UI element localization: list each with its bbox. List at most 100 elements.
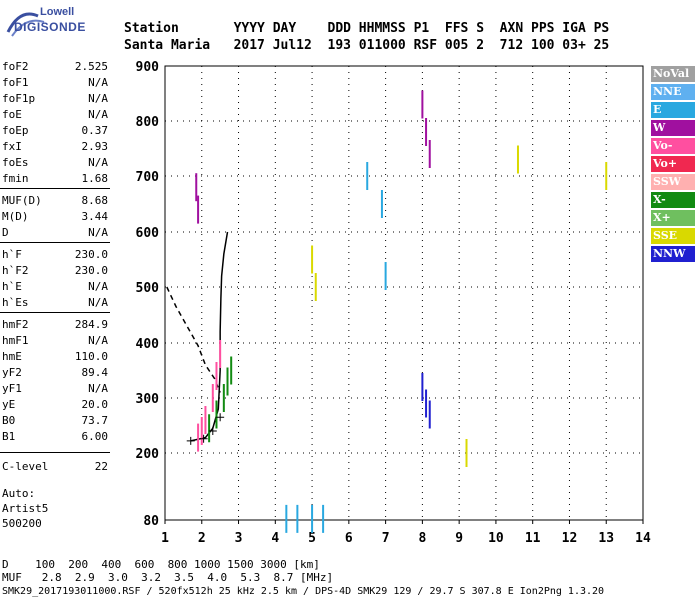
param-value: N/A — [88, 156, 108, 169]
series-dashed_profile — [166, 286, 221, 393]
param-name: foEp — [2, 124, 29, 137]
legend-item: SSE — [651, 228, 695, 244]
data-point-SSE — [605, 162, 608, 190]
param-value: N/A — [88, 334, 108, 347]
legend-item: SSW — [651, 174, 695, 190]
param-name: h`E — [2, 280, 22, 293]
param-name: hmF1 — [2, 334, 29, 347]
param-row: B0 73.7 — [2, 414, 108, 430]
data-point-E — [380, 190, 383, 218]
x-tick-label: 6 — [345, 531, 353, 546]
logo-text-digisonde: DIGISONDE — [14, 20, 86, 34]
param-name: foE — [2, 108, 22, 121]
param-row: hmF2 284.9 — [2, 318, 108, 334]
param-name: yE — [2, 398, 16, 411]
param-value: N/A — [88, 296, 108, 309]
x-tick-label: 4 — [271, 531, 279, 546]
param-name: hmF2 — [2, 318, 29, 331]
param-row: M(D) 3.44 — [2, 210, 108, 226]
param-value: 110.0 — [74, 350, 108, 363]
error-bar-marker — [208, 427, 217, 435]
param-name: foF1 — [2, 76, 29, 89]
data-point-X- — [215, 400, 218, 429]
x-tick-label: 1 — [161, 531, 169, 546]
data-point-Vo- — [215, 362, 218, 390]
param-value: 89.4 — [81, 366, 109, 379]
header-values: Santa Maria 2017 Jul12 193 011000 RSF 00… — [124, 38, 610, 53]
param-value: 2.93 — [81, 140, 109, 153]
y-tick-label: 800 — [136, 115, 160, 130]
data-point-NNW — [425, 389, 428, 418]
param-name: h`F2 — [2, 264, 29, 277]
param-value: 6.00 — [81, 430, 109, 443]
param-row: MUF(D) 8.68 — [2, 194, 108, 210]
param-name: C-level — [2, 460, 49, 473]
y-tick-label: 80 — [143, 514, 159, 529]
error-bar-marker — [186, 436, 195, 445]
param-row: B1 6.00 — [2, 430, 108, 446]
data-point-SSE — [314, 273, 317, 301]
param-row: fxI 2.93 — [2, 140, 108, 156]
y-tick-label: 900 — [136, 60, 160, 75]
x-tick-label: 10 — [488, 531, 504, 546]
param-separator — [0, 312, 110, 313]
legend-item: NNW — [651, 246, 695, 262]
param-name: foF2 — [2, 60, 29, 73]
x-tick-label: 5 — [308, 531, 316, 546]
data-point-SSE — [516, 145, 519, 174]
param-value: N/A — [88, 382, 108, 395]
legend-item: Vo- — [651, 138, 695, 154]
param-name: M(D) — [2, 210, 29, 223]
series-trace_profile — [190, 231, 229, 442]
auto-version: 500200 — [2, 517, 42, 530]
data-point-X- — [222, 384, 225, 412]
param-row: foF2 2.525 — [2, 60, 108, 76]
param-name: D — [2, 226, 9, 239]
param-value: 2.525 — [74, 60, 108, 73]
data-point-Vo- — [197, 423, 200, 452]
digisonde-logo — [6, 12, 45, 37]
param-value: N/A — [88, 76, 108, 89]
param-name: yF2 — [2, 366, 22, 379]
x-tick-label: 7 — [382, 531, 390, 546]
param-value: N/A — [88, 226, 108, 239]
auto-label: Auto: — [2, 487, 36, 500]
x-tick-label: 8 — [418, 531, 426, 546]
x-tick-label: 3 — [235, 531, 243, 546]
legend-item: W — [651, 120, 695, 136]
param-value: 73.7 — [81, 414, 109, 427]
param-name: B0 — [2, 414, 16, 427]
legend-item: X+ — [651, 210, 695, 226]
error-bar-marker — [216, 413, 225, 422]
param-name: fxI — [2, 140, 22, 153]
param-row: hmE 110.0 — [2, 350, 108, 366]
data-point-SSE — [311, 245, 314, 274]
auto-program: Artist5 — [2, 502, 49, 515]
param-separator — [0, 242, 110, 243]
legend-item: NNE — [651, 84, 695, 100]
param-row: yF1 N/A — [2, 382, 108, 398]
param-row: yF2 89.4 — [2, 366, 108, 382]
data-point-E — [296, 504, 299, 533]
data-point-E — [384, 262, 387, 290]
data-point-Vo- — [219, 340, 222, 368]
data-point-W — [195, 173, 198, 202]
param-name: hmE — [2, 350, 22, 363]
param-row: foF1p N/A — [2, 92, 108, 108]
param-value: 1.68 — [81, 172, 109, 185]
x-tick-label: 11 — [525, 531, 541, 546]
param-value: 0.37 — [81, 124, 109, 137]
param-row: foEp 0.37 — [2, 124, 108, 140]
param-value: 22 — [94, 460, 108, 473]
param-row: h`E N/A — [2, 280, 108, 296]
param-name: B1 — [2, 430, 16, 443]
y-tick-label: 700 — [136, 170, 160, 185]
param-row: foF1 N/A — [2, 76, 108, 92]
plot-frame — [164, 65, 644, 521]
y-tick-label: 200 — [136, 447, 160, 462]
y-tick-label: 600 — [136, 226, 160, 241]
param-row: foE N/A — [2, 108, 108, 124]
param-name: foEs — [2, 156, 29, 169]
logo-text-lowell: Lowell — [40, 6, 75, 18]
param-row: yE 20.0 — [2, 398, 108, 414]
